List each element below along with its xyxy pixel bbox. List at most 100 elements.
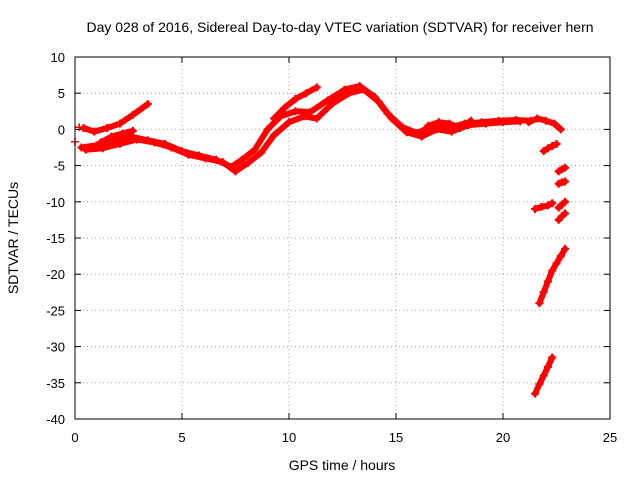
- satellite-track-2: [81, 85, 525, 176]
- y-tick-label: 10: [51, 50, 65, 65]
- data-point: [263, 125, 272, 134]
- data-point: [402, 128, 411, 137]
- data-point: [561, 244, 570, 253]
- data-point: [133, 135, 142, 144]
- data-point: [143, 100, 152, 109]
- satellite-track-8: [531, 353, 557, 398]
- satellite-track-4-line: [97, 127, 136, 146]
- y-tick-label: -35: [46, 376, 65, 391]
- data-point: [548, 199, 557, 208]
- data-point: [231, 167, 240, 176]
- data-point: [539, 288, 548, 297]
- data-point: [556, 125, 565, 134]
- data-point: [543, 277, 552, 286]
- data-point: [516, 117, 525, 126]
- x-tick-label: 20: [496, 430, 510, 445]
- y-tick-label: 0: [58, 122, 65, 137]
- x-tick-label: 10: [282, 430, 296, 445]
- y-tick-label: 5: [58, 86, 65, 101]
- data-point: [424, 121, 433, 130]
- data-point: [481, 119, 490, 128]
- satellite-track-9: [531, 199, 557, 214]
- y-tick-label: -25: [46, 303, 65, 318]
- data-point: [312, 114, 321, 123]
- data-point: [359, 85, 368, 94]
- plot-frame: [74, 56, 611, 420]
- data-point: [531, 389, 540, 398]
- data-point: [323, 96, 332, 105]
- data-point: [340, 85, 349, 94]
- x-tick-label: 15: [389, 430, 403, 445]
- data-point: [456, 123, 465, 132]
- data-point: [541, 116, 550, 125]
- satellite-track-12: [554, 177, 570, 188]
- data-series: [71, 81, 570, 398]
- data-point: [561, 209, 570, 218]
- x-tick-label: 0: [71, 430, 78, 445]
- y-axis-label: SDTVAR / TECUs: [5, 182, 21, 294]
- data-point: [552, 139, 561, 148]
- data-point: [299, 112, 308, 121]
- data-point: [543, 201, 552, 210]
- data-point: [115, 119, 124, 128]
- data-point: [556, 252, 565, 261]
- data-point: [291, 107, 300, 116]
- data-point: [447, 127, 456, 136]
- data-point: [374, 97, 383, 106]
- data-point: [150, 138, 159, 147]
- satellite-track-7: [535, 244, 570, 308]
- y-tick-label: -10: [46, 195, 65, 210]
- data-point: [285, 118, 293, 127]
- data-point: [445, 119, 454, 128]
- y-tick-label: -30: [46, 340, 65, 355]
- x-tick-label: 25: [603, 430, 617, 445]
- chart-title: Day 028 of 2016, Sidereal Day-to-day VTE…: [86, 19, 593, 35]
- satellite-track-3-line: [80, 101, 151, 135]
- isolated-data-point: [75, 123, 84, 132]
- data-point: [327, 100, 336, 109]
- data-point: [434, 118, 443, 127]
- data-point: [244, 158, 253, 167]
- satellite-track-15: [524, 114, 565, 134]
- data-point: [561, 177, 570, 186]
- data-point: [387, 114, 396, 123]
- data-point: [543, 144, 552, 153]
- data-point: [531, 205, 540, 214]
- satellite-track-14: [554, 209, 570, 224]
- data-point: [432, 125, 441, 134]
- data-point: [533, 114, 542, 123]
- data-point: [535, 299, 544, 308]
- satellite-track-13: [554, 197, 570, 212]
- data-point: [218, 157, 227, 166]
- satellite-track-6: [424, 116, 475, 132]
- data-point: [344, 89, 353, 98]
- data-point: [561, 197, 570, 206]
- data-point: [118, 129, 127, 138]
- data-point: [543, 362, 552, 371]
- data-point: [257, 148, 266, 157]
- grid: [75, 57, 610, 419]
- x-axis-label: GPS time / hours: [289, 457, 396, 473]
- data-point: [535, 380, 544, 389]
- y-tick-label: -20: [46, 267, 65, 282]
- data-point: [539, 147, 548, 156]
- x-tick-label: 5: [178, 430, 185, 445]
- data-point: [280, 103, 289, 112]
- data-point: [107, 132, 116, 141]
- data-point: [561, 163, 570, 172]
- data-point: [128, 110, 137, 119]
- data-point: [184, 150, 193, 159]
- y-tick-label: -40: [46, 412, 65, 427]
- data-point: [548, 142, 557, 151]
- data-point: [537, 202, 546, 211]
- data-point: [499, 118, 507, 127]
- data-point: [548, 353, 557, 362]
- data-point: [237, 155, 246, 164]
- data-point: [201, 154, 210, 163]
- data-point: [539, 371, 548, 380]
- satellite-track-3: [79, 100, 152, 136]
- data-point: [466, 116, 475, 125]
- y-tick-label: -5: [53, 159, 65, 174]
- satellite-track-10: [539, 139, 561, 156]
